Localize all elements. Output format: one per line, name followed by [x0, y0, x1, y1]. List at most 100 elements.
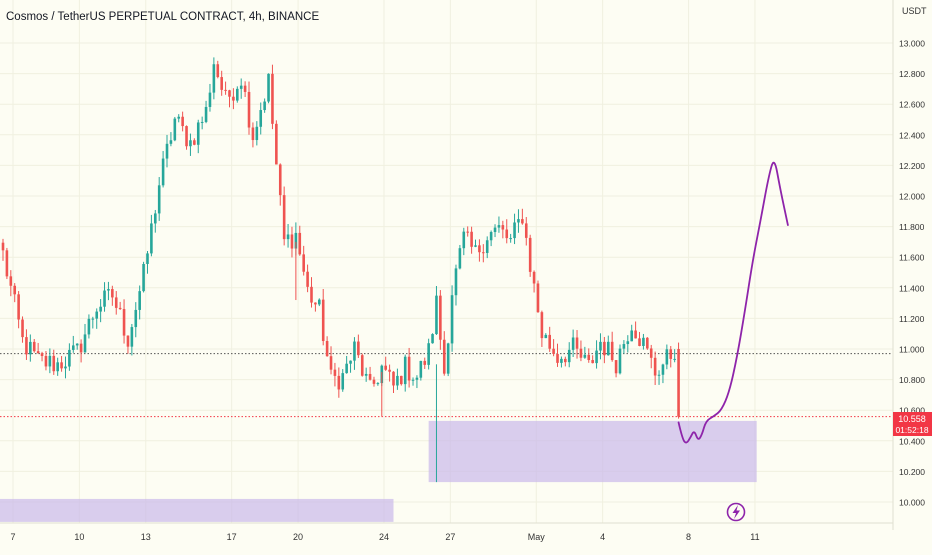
- candle-body: [118, 307, 122, 310]
- candle-body: [493, 227, 497, 233]
- candle-body: [614, 360, 618, 374]
- candle-body: [122, 309, 126, 336]
- candle-body: [548, 334, 551, 349]
- candle: [181, 111, 184, 132]
- candle: [251, 122, 255, 148]
- candle: [275, 120, 278, 165]
- candle: [212, 57, 216, 100]
- candle-body: [450, 295, 454, 344]
- candle: [524, 217, 528, 246]
- candle: [556, 343, 559, 367]
- candle: [673, 349, 676, 363]
- candle: [606, 335, 610, 356]
- candle-body: [603, 341, 606, 356]
- candle-body: [552, 348, 555, 354]
- candle-body: [517, 219, 520, 223]
- candle: [263, 98, 266, 113]
- candle-body: [1, 242, 5, 251]
- candle-body: [384, 365, 387, 370]
- price-tick-label: 12.200: [899, 161, 925, 171]
- candle-body: [677, 349, 680, 417]
- candle-body: [232, 96, 235, 101]
- candle-body: [368, 373, 372, 380]
- candle-body: [130, 327, 134, 347]
- candle-body: [161, 158, 165, 186]
- candle: [177, 114, 181, 123]
- lightning-icon[interactable]: [726, 502, 746, 522]
- candle: [653, 351, 657, 385]
- time-axis[interactable]: 7 10 13 17 20 24 27 May 4 8 11: [10, 532, 759, 542]
- candle-body: [68, 349, 71, 367]
- candle-body: [587, 354, 591, 361]
- candle-body: [263, 101, 266, 111]
- candle: [40, 351, 44, 362]
- candle-body: [415, 377, 419, 380]
- candle-body: [345, 363, 348, 374]
- candle-body: [275, 123, 278, 165]
- candle: [247, 81, 251, 135]
- candle: [9, 270, 13, 297]
- price-tick-label: 10.800: [899, 375, 925, 385]
- candle: [79, 339, 83, 363]
- time-tick-label: 27: [445, 532, 455, 542]
- candle-body: [224, 89, 227, 91]
- candle-body: [208, 92, 212, 107]
- candle-body: [29, 341, 32, 355]
- candle-body: [146, 253, 149, 264]
- time-tick-label: 13: [141, 532, 151, 542]
- candle-body: [87, 318, 91, 335]
- candle-body: [583, 354, 587, 358]
- candle-body: [466, 231, 469, 233]
- candle-body: [388, 369, 391, 372]
- candle: [314, 302, 317, 312]
- candle-body: [419, 360, 423, 378]
- candle-body: [306, 271, 309, 287]
- candle-body: [48, 355, 52, 367]
- candle-body: [618, 348, 622, 374]
- candle-body: [294, 232, 298, 249]
- candle: [239, 78, 243, 99]
- candle-body: [36, 351, 40, 354]
- candle: [599, 333, 602, 360]
- candle: [454, 264, 458, 306]
- price-tick-label: 12.800: [899, 69, 925, 79]
- candle: [60, 356, 63, 372]
- candle-body: [228, 90, 231, 97]
- candle: [400, 375, 403, 386]
- candle-body: [91, 318, 95, 320]
- candle: [224, 81, 227, 95]
- candle-body: [567, 349, 571, 363]
- forecast-path[interactable]: [677, 161, 789, 444]
- candle: [646, 337, 649, 350]
- candle: [5, 247, 9, 280]
- candle-body: [337, 375, 341, 390]
- candle: [415, 375, 419, 389]
- lower-zone[interactable]: [0, 498, 394, 522]
- candle-body: [505, 229, 509, 239]
- candle-body: [509, 238, 512, 240]
- candle: [56, 357, 59, 376]
- candle-body: [579, 348, 583, 358]
- candle-body: [126, 335, 130, 347]
- price-axis[interactable]: 13.000 12.800 12.600 12.400 12.200 12.000 11.8…: [899, 39, 925, 508]
- candle: [118, 301, 122, 310]
- candle-body: [564, 358, 567, 363]
- candle-body: [107, 289, 110, 291]
- candle-body: [357, 341, 360, 356]
- candle-body: [56, 362, 59, 372]
- candle-body: [189, 140, 192, 147]
- candle: [107, 281, 110, 301]
- candle: [540, 310, 544, 347]
- candle-body: [95, 311, 99, 319]
- candle-body: [40, 353, 44, 356]
- time-tick-label: 24: [379, 532, 389, 542]
- candle-body: [325, 341, 329, 357]
- candle: [228, 89, 231, 108]
- price-tick-label: 11.800: [899, 222, 925, 232]
- candle-body: [134, 309, 138, 328]
- candle-body: [501, 225, 505, 230]
- demand-zone[interactable]: [428, 420, 757, 483]
- candle-body: [239, 85, 243, 89]
